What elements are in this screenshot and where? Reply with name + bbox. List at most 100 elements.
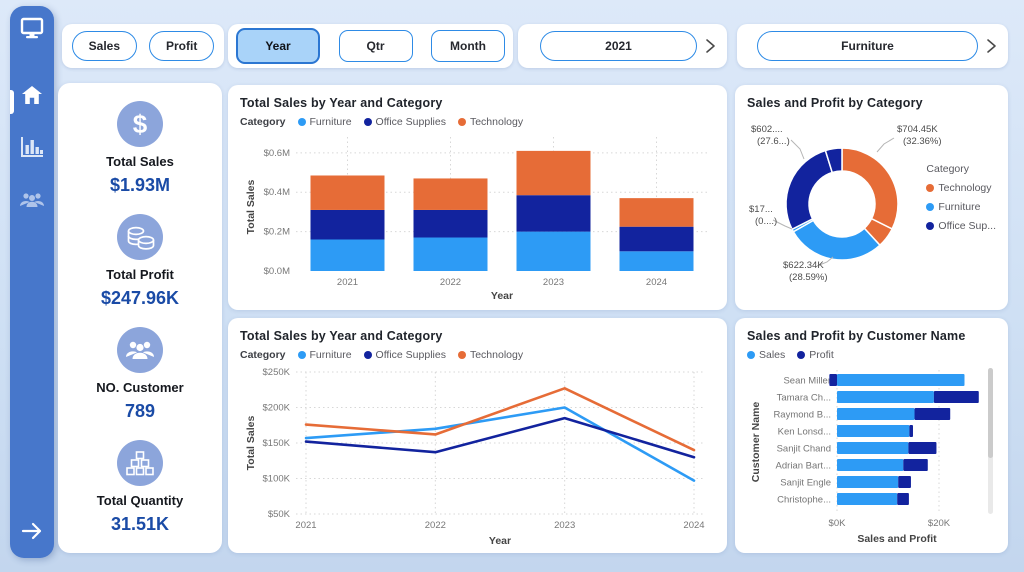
svg-text:2023: 2023: [554, 520, 575, 531]
chart-title: Total Sales by Year and Category: [240, 329, 443, 343]
svg-text:Sales and Profit: Sales and Profit: [857, 533, 937, 545]
sidebar-expand-button[interactable]: [19, 520, 45, 542]
profit-bar[interactable]: [898, 476, 911, 488]
sidebar-item-customers[interactable]: [18, 187, 46, 211]
svg-text:Customer Name: Customer Name: [750, 402, 762, 483]
year-button[interactable]: Year: [236, 28, 320, 64]
kpi-customer-count: NO. Customer 789: [96, 327, 184, 422]
kpi-value: $1.93M: [109, 175, 171, 195]
kpi-total-quantity: Total Quantity 31.51K: [97, 440, 183, 535]
scrollbar-thumb[interactable]: [988, 368, 993, 458]
svg-text:Year: Year: [489, 535, 511, 547]
legend-label: Technology: [469, 349, 524, 361]
legend-item[interactable]: Furniture: [297, 349, 352, 361]
legend-dot: [926, 203, 935, 211]
line-series-furniture[interactable]: [304, 406, 696, 482]
svg-text:Christophe...: Christophe...: [777, 495, 831, 506]
profit-bar[interactable]: [909, 425, 913, 437]
legend-dot: [363, 118, 372, 126]
profit-bar[interactable]: [897, 493, 909, 505]
svg-text:2022: 2022: [425, 520, 446, 531]
donut-slice[interactable]: [824, 147, 843, 174]
profit-bar[interactable]: [908, 442, 937, 454]
svg-text:Tamara Ch...: Tamara Ch...: [777, 393, 831, 404]
kpi-label: NO. Customer: [96, 380, 184, 395]
qtr-button[interactable]: Qtr: [338, 30, 413, 62]
profit-button[interactable]: Profit: [149, 31, 215, 61]
sales-bar[interactable]: [837, 408, 915, 420]
year-filter-value[interactable]: 2021: [540, 31, 697, 61]
svg-text:$150K: $150K: [263, 438, 291, 449]
bar-segment-office-supplies[interactable]: [516, 195, 591, 232]
sales-button[interactable]: Sales: [71, 31, 137, 61]
sales-bar[interactable]: [837, 374, 965, 386]
legend-item[interactable]: Office Supplies: [363, 349, 446, 361]
svg-text:Total Sales: Total Sales: [245, 180, 257, 235]
chevron-right-icon[interactable]: [984, 38, 998, 54]
sales-bar[interactable]: [837, 425, 910, 437]
legend-item[interactable]: Sales: [747, 349, 785, 361]
sidebar-item-home[interactable]: [19, 83, 45, 107]
bar-segment-furniture[interactable]: [413, 237, 488, 271]
kpi-value: $247.96K: [100, 288, 180, 308]
bar-segment-furniture[interactable]: [310, 239, 385, 271]
profit-bar[interactable]: [933, 391, 979, 403]
bar-segment-furniture[interactable]: [619, 251, 694, 271]
legend-item[interactable]: Technology: [457, 116, 523, 128]
bar-segment-office-supplies[interactable]: [310, 209, 385, 240]
legend-item[interactable]: Profit: [797, 349, 834, 361]
month-button[interactable]: Month: [431, 30, 505, 62]
bar-segment-office-supplies[interactable]: [619, 226, 694, 252]
legend-dot: [457, 351, 466, 359]
sales-bar[interactable]: [837, 459, 904, 471]
donut-slice[interactable]: [785, 149, 834, 231]
profit-bar[interactable]: [829, 374, 837, 386]
stacked-bar-chart[interactable]: $0.0M $0.2M $0.4M $0.6M 2021 2022 2023 2024 Year…: [240, 131, 715, 302]
legend-label: Furniture: [938, 201, 981, 213]
sales-bar[interactable]: [837, 442, 909, 454]
line-series-technology[interactable]: [304, 387, 696, 452]
legend-item[interactable]: Technology: [926, 182, 996, 194]
people-icon: [18, 193, 46, 215]
line-chart[interactable]: $50K $100K $150K $200K $250K 2021 2022 2023 2024…: [240, 364, 715, 550]
legend-item[interactable]: Furniture: [297, 116, 352, 128]
legend-item[interactable]: Furniture: [926, 201, 996, 213]
legend-item[interactable]: Technology: [457, 349, 524, 361]
donut-slice[interactable]: [841, 147, 899, 230]
sidebar-item-charts[interactable]: [19, 135, 45, 159]
legend-title: Category: [240, 116, 286, 128]
legend-title: Category: [926, 163, 970, 175]
bar-segment-technology[interactable]: [619, 198, 694, 227]
category-filter-value[interactable]: Furniture: [757, 31, 978, 61]
bar-segment-technology[interactable]: [413, 178, 488, 210]
chart-legend: Category Furniture Office Supplies Technol…: [240, 349, 715, 361]
profit-bar[interactable]: [903, 459, 928, 471]
donut-chart[interactable]: $704.45K(32.36%)$602....(27.6...)$17...(…: [747, 116, 996, 294]
svg-text:2023: 2023: [543, 277, 564, 288]
sales-bar[interactable]: [837, 493, 898, 505]
legend-label: Furniture: [309, 116, 352, 128]
bar-segment-furniture[interactable]: [516, 231, 591, 271]
dollar-icon: $: [117, 101, 163, 147]
bar-segment-technology[interactable]: [310, 175, 385, 210]
line-series-office-supplies[interactable]: [304, 416, 696, 459]
sales-bar[interactable]: [837, 476, 899, 488]
svg-text:(27.6...): (27.6...): [757, 136, 790, 147]
sales-bar[interactable]: [837, 391, 934, 403]
customer-bar-chart[interactable]: $0K $20K Sean Miller Tamara Ch... Raymond B.…: [747, 364, 996, 548]
bar-segment-office-supplies[interactable]: [413, 209, 488, 238]
svg-text:$0.0M: $0.0M: [264, 266, 290, 277]
svg-text:2021: 2021: [337, 277, 358, 288]
bar-segment-technology[interactable]: [516, 150, 591, 196]
period-button-group: Year Qtr Month: [228, 24, 513, 68]
monitor-icon: [19, 16, 45, 45]
legend-item[interactable]: Office Sup...: [926, 220, 996, 232]
legend-title: Category: [240, 349, 286, 361]
chevron-right-icon[interactable]: [703, 38, 717, 54]
svg-text:2021: 2021: [295, 520, 316, 531]
profit-bar[interactable]: [914, 408, 951, 420]
svg-text:$0.6M: $0.6M: [264, 148, 290, 159]
legend-item[interactable]: Office Supplies: [363, 116, 446, 128]
svg-text:$250K: $250K: [263, 367, 291, 378]
